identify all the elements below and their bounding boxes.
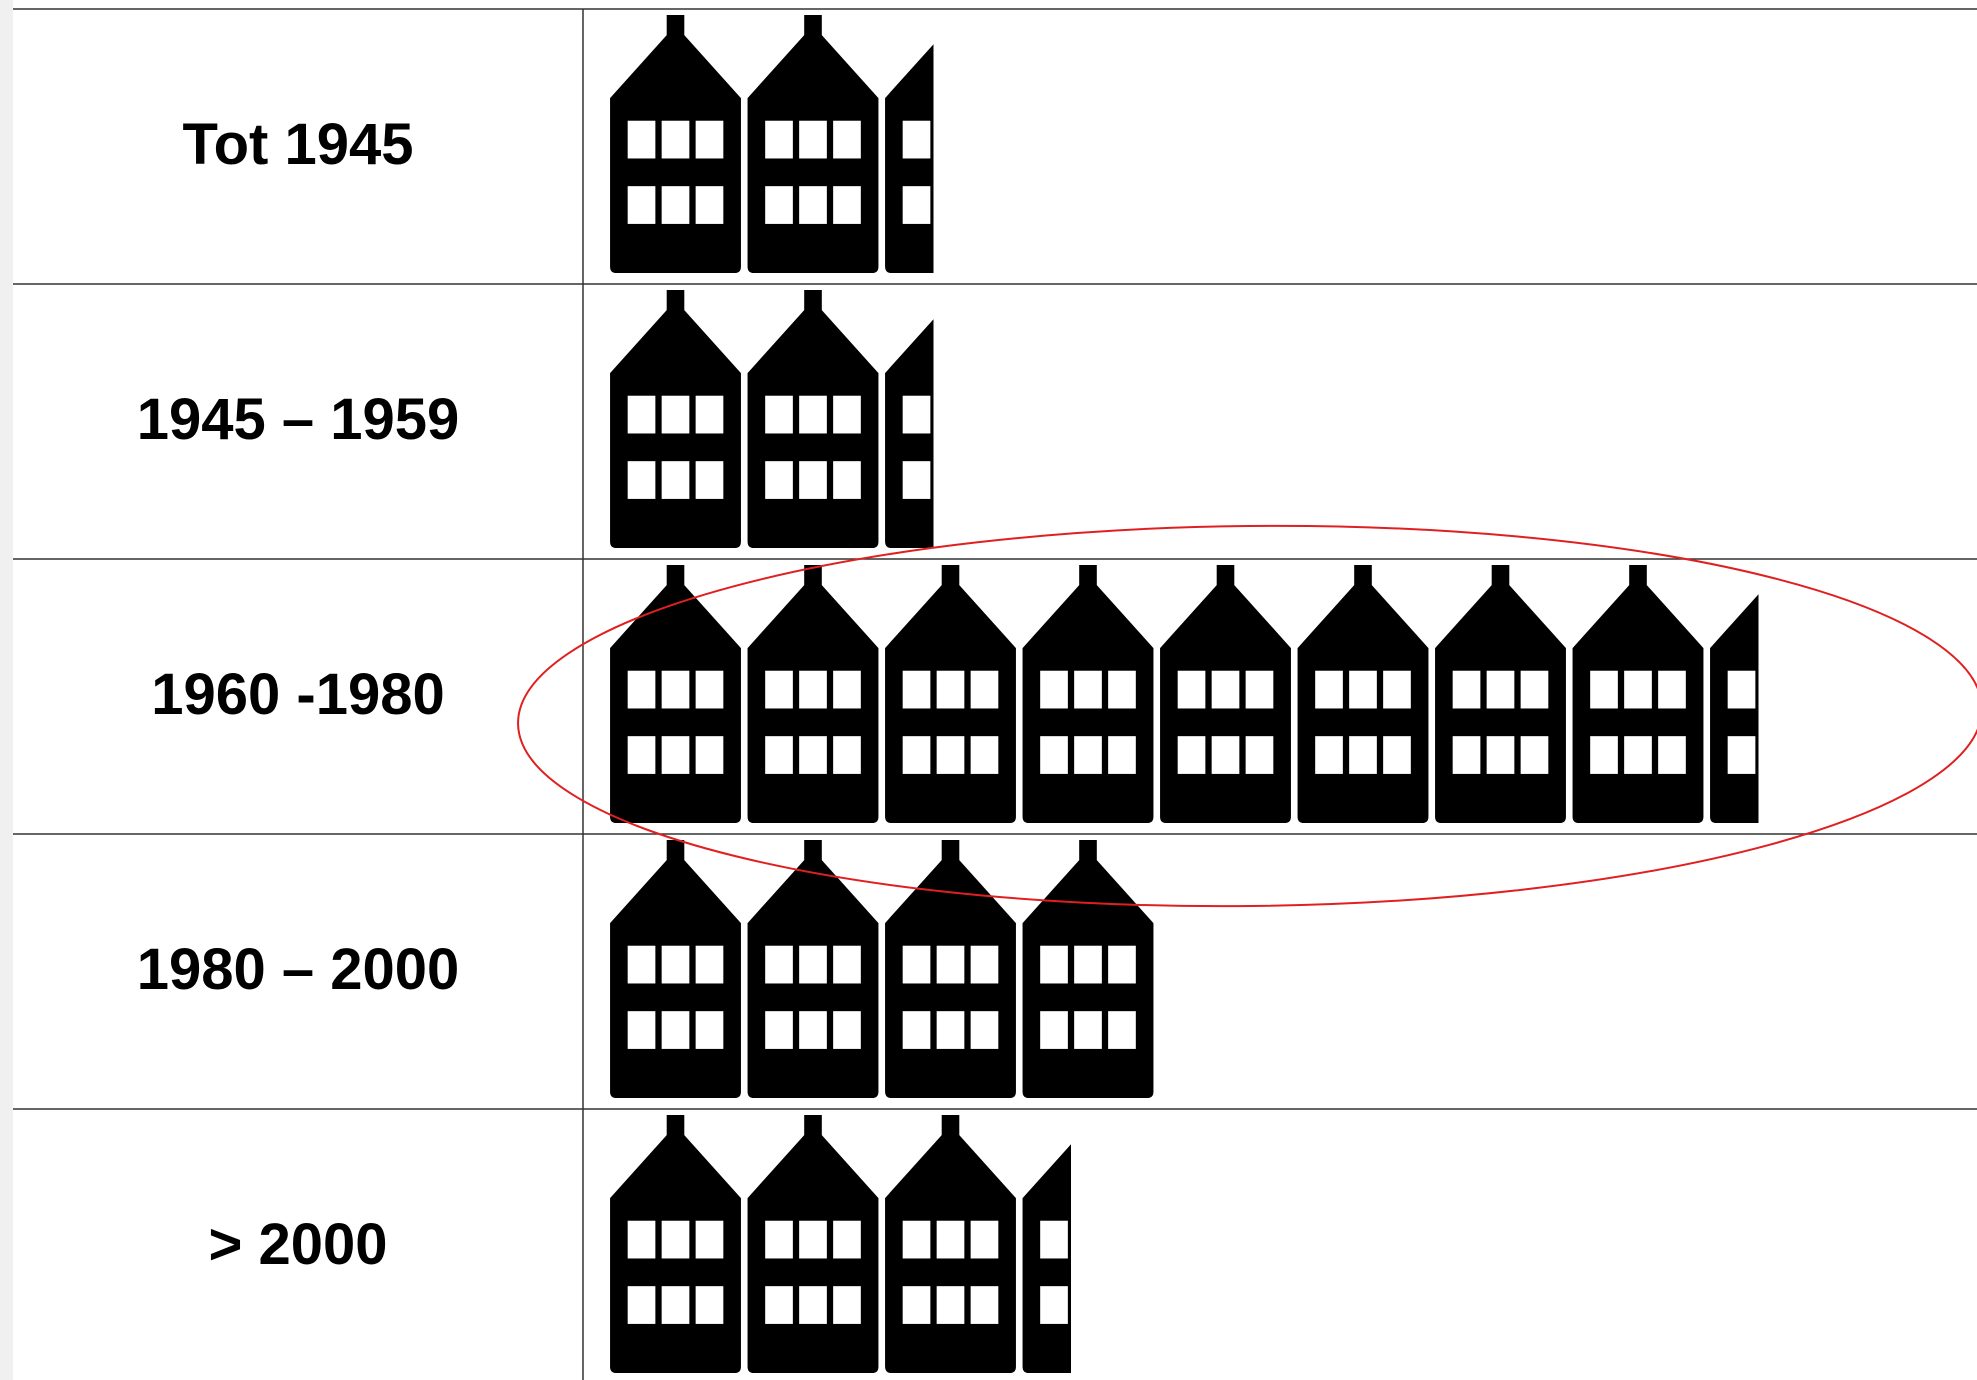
row-label: 1945 – 1959 xyxy=(137,387,460,452)
row-label: 1960 -1980 xyxy=(151,662,444,727)
row-label: > 2000 xyxy=(208,1212,387,1277)
highlight-ellipse xyxy=(517,524,1977,908)
row-label: 1980 – 2000 xyxy=(137,937,460,1002)
row-label: Tot 1945 xyxy=(182,112,413,177)
pictogram-row xyxy=(610,565,1759,823)
